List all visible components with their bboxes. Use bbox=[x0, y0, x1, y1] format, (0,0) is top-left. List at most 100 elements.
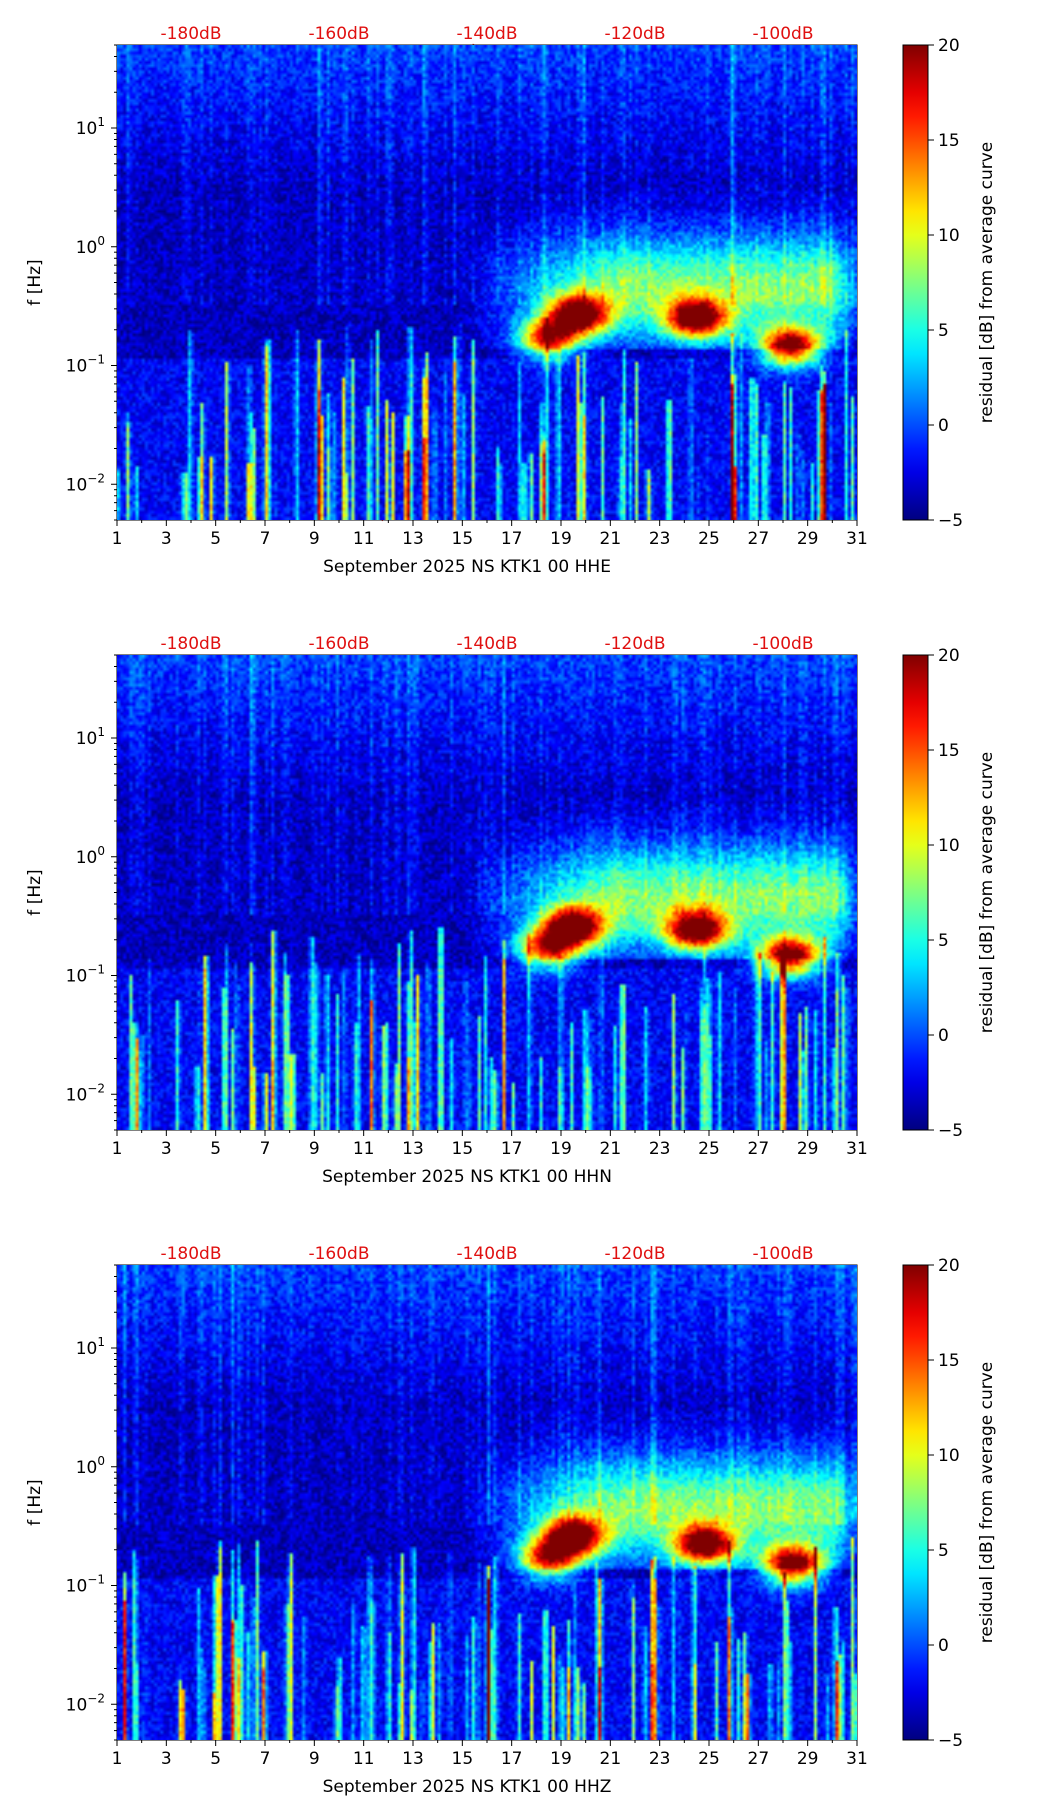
x-tick-label: 21 bbox=[600, 1139, 622, 1159]
x-tick-label: 31 bbox=[846, 529, 868, 549]
x-tick-label: 13 bbox=[402, 1139, 424, 1159]
x-tick-label: 23 bbox=[649, 1749, 671, 1769]
colorbar-gradient bbox=[902, 44, 929, 521]
colorbar-tick-label: 10 bbox=[938, 1446, 960, 1466]
x-tick-label: 29 bbox=[797, 1139, 819, 1159]
x-tick-label: 25 bbox=[698, 1749, 720, 1769]
x-axis-label: September 2025 NS KTK1 00 HHN bbox=[322, 1167, 612, 1187]
x-tick-label: 9 bbox=[309, 529, 320, 549]
x-tick-label: 5 bbox=[210, 529, 221, 549]
x-tick-label: 19 bbox=[550, 529, 572, 549]
colorbar-tick-label: 5 bbox=[938, 931, 949, 951]
colorbar-tick-label: 10 bbox=[938, 226, 960, 246]
top-axis-label: -100dB bbox=[752, 634, 813, 654]
x-tick-label: 27 bbox=[748, 1749, 770, 1769]
x-tick-label: 15 bbox=[452, 1139, 474, 1159]
x-tick-label: 5 bbox=[210, 1749, 221, 1769]
y-tick-label: 101 bbox=[76, 115, 105, 139]
y-axis-label: f [Hz] bbox=[25, 1479, 45, 1525]
y-tick-label: 100 bbox=[76, 844, 105, 868]
spectrogram-image bbox=[117, 45, 857, 520]
x-tick-label: 25 bbox=[698, 1139, 720, 1159]
x-axis-label: September 2025 NS KTK1 00 HHZ bbox=[323, 1777, 612, 1797]
colorbar-label: residual [dB] from average curve bbox=[977, 142, 997, 423]
x-tick-label: 11 bbox=[353, 529, 375, 549]
colorbar-tick-label: 0 bbox=[938, 416, 949, 436]
colorbar-tick-label: 20 bbox=[938, 646, 960, 666]
spectrogram-image bbox=[117, 655, 857, 1130]
x-tick-label: 9 bbox=[309, 1139, 320, 1159]
top-axis-label: -160dB bbox=[308, 24, 369, 44]
x-tick-label: 31 bbox=[846, 1139, 868, 1159]
x-tick-label: 13 bbox=[402, 529, 424, 549]
x-tick-label: 29 bbox=[797, 1749, 819, 1769]
colorbar-tick-label: −5 bbox=[938, 1121, 963, 1141]
y-tick-label: 10−1 bbox=[66, 963, 105, 987]
y-axis-label: f [Hz] bbox=[25, 869, 45, 915]
colorbar-label: residual [dB] from average curve bbox=[977, 1362, 997, 1643]
top-axis-label: -160dB bbox=[308, 1244, 369, 1264]
x-tick-label: 21 bbox=[600, 529, 622, 549]
x-tick-label: 9 bbox=[309, 1749, 320, 1769]
y-tick-label: 100 bbox=[76, 1454, 105, 1478]
top-axis-label: -180dB bbox=[160, 634, 221, 654]
x-tick-label: 21 bbox=[600, 1749, 622, 1769]
top-axis-label: -160dB bbox=[308, 634, 369, 654]
colorbar-tick-label: 15 bbox=[938, 131, 960, 151]
top-axis-label: -100dB bbox=[752, 24, 813, 44]
x-axis-label: September 2025 NS KTK1 00 HHE bbox=[323, 557, 611, 577]
colorbar-tick-label: 10 bbox=[938, 836, 960, 856]
x-tick-label: 1 bbox=[112, 529, 123, 549]
x-tick-label: 7 bbox=[260, 1139, 271, 1159]
x-tick-label: 17 bbox=[501, 529, 523, 549]
y-tick-label: 10−2 bbox=[66, 1081, 105, 1105]
top-axis-label: -180dB bbox=[160, 1244, 221, 1264]
colorbar-tick-label: 20 bbox=[938, 1256, 960, 1276]
colorbar-tick-label: −5 bbox=[938, 511, 963, 531]
y-tick-label: 10−2 bbox=[66, 471, 105, 495]
y-tick-label: 10−2 bbox=[66, 1691, 105, 1715]
x-tick-label: 1 bbox=[112, 1749, 123, 1769]
x-tick-label: 27 bbox=[748, 529, 770, 549]
x-tick-label: 15 bbox=[452, 529, 474, 549]
colorbar-tick-label: 15 bbox=[938, 741, 960, 761]
top-axis-label: -140dB bbox=[456, 1244, 517, 1264]
x-tick-label: 23 bbox=[649, 529, 671, 549]
x-tick-label: 19 bbox=[550, 1749, 572, 1769]
top-axis-label: -100dB bbox=[752, 1244, 813, 1264]
y-tick-label: 101 bbox=[76, 1335, 105, 1359]
x-tick-label: 25 bbox=[698, 529, 720, 549]
x-tick-label: 3 bbox=[161, 1139, 172, 1159]
y-axis-label: f [Hz] bbox=[25, 259, 45, 305]
spectrogram-image bbox=[117, 1265, 857, 1740]
x-tick-label: 31 bbox=[846, 1749, 868, 1769]
y-tick-label: 10−1 bbox=[66, 353, 105, 377]
colorbar-tick-label: 5 bbox=[938, 1541, 949, 1561]
x-tick-label: 27 bbox=[748, 1139, 770, 1159]
colorbar: 20 15 10 5 0 −5 residual [dB] from average cur… bbox=[902, 36, 997, 531]
x-tick-label: 17 bbox=[501, 1749, 523, 1769]
top-axis-label: -120dB bbox=[604, 24, 665, 44]
colorbar-gradient bbox=[902, 654, 929, 1131]
colorbar-tick-label: 5 bbox=[938, 321, 949, 341]
x-tick-label: 23 bbox=[649, 1139, 671, 1159]
top-axis-label: -120dB bbox=[604, 1244, 665, 1264]
x-tick-label: 17 bbox=[501, 1139, 523, 1159]
x-tick-label: 13 bbox=[402, 1749, 424, 1769]
top-axis-label: -180dB bbox=[160, 24, 221, 44]
top-axis-label: -120dB bbox=[604, 634, 665, 654]
colorbar-tick-label: 0 bbox=[938, 1026, 949, 1046]
x-tick-label: 3 bbox=[161, 529, 172, 549]
colorbar: 20 15 10 5 0 −5 residual [dB] from average cur… bbox=[902, 1256, 997, 1751]
colorbar-label: residual [dB] from average curve bbox=[977, 752, 997, 1033]
y-tick-label: 101 bbox=[76, 725, 105, 749]
colorbar-gradient bbox=[902, 1264, 929, 1741]
y-tick-label: 100 bbox=[76, 234, 105, 258]
x-tick-label: 7 bbox=[260, 1749, 271, 1769]
x-tick-label: 11 bbox=[353, 1749, 375, 1769]
colorbar-tick-label: 15 bbox=[938, 1351, 960, 1371]
x-tick-label: 5 bbox=[210, 1139, 221, 1159]
y-tick-label: 10−1 bbox=[66, 1573, 105, 1597]
x-tick-label: 15 bbox=[452, 1749, 474, 1769]
